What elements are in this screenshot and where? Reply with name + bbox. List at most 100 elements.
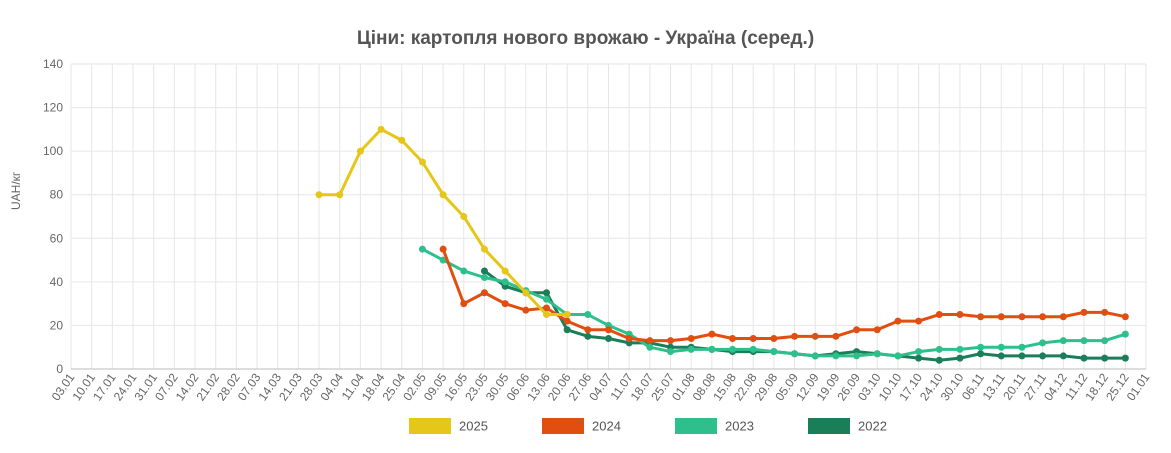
data-point-2024	[667, 337, 675, 345]
data-point-2025	[542, 311, 550, 319]
y-tick-label: 20	[50, 318, 64, 332]
data-point-2023	[811, 352, 819, 360]
data-point-2022	[997, 352, 1005, 360]
data-point-2023	[1018, 343, 1026, 351]
data-point-2023	[729, 345, 737, 353]
data-point-2023	[997, 343, 1005, 351]
data-point-2024	[729, 335, 737, 342]
data-point-2022	[1121, 354, 1129, 362]
data-point-2024	[542, 304, 550, 312]
data-point-2024	[460, 300, 468, 308]
data-point-2023	[935, 345, 943, 353]
data-point-2024	[770, 335, 778, 342]
data-point-2023	[1121, 330, 1129, 338]
data-point-2025	[336, 191, 344, 199]
data-point-2024	[439, 245, 447, 253]
chart-title: Ціни: картопля нового врожаю - Україна (…	[356, 28, 815, 49]
data-point-2024	[935, 311, 943, 319]
x-tick-label: 01.01	[1124, 370, 1153, 403]
data-point-2023	[584, 311, 592, 319]
y-tick-label: 120	[43, 101, 63, 115]
data-point-2023	[542, 295, 550, 303]
data-point-2023	[1039, 339, 1047, 347]
y-tick-label: 140	[43, 57, 63, 71]
data-point-2023	[915, 348, 923, 356]
data-point-2023	[894, 352, 902, 360]
data-point-2023	[873, 350, 881, 358]
data-point-2023	[418, 245, 426, 253]
data-point-2023	[501, 278, 509, 286]
data-point-2024	[832, 332, 840, 340]
data-point-2025	[398, 136, 406, 144]
data-point-2023	[749, 345, 757, 353]
legend-swatch-2024	[542, 418, 584, 434]
data-point-2023	[687, 345, 695, 353]
x-tick-label: 04.04	[318, 370, 347, 403]
data-point-2024	[1039, 313, 1047, 321]
data-point-2024	[873, 326, 881, 334]
data-point-2022	[977, 350, 985, 358]
data-point-2022	[935, 356, 943, 364]
data-point-2023	[646, 343, 654, 351]
data-point-2024	[480, 289, 488, 297]
data-point-2022	[1101, 354, 1109, 362]
data-point-2024	[605, 326, 612, 334]
data-point-2023	[977, 343, 985, 351]
data-point-2024	[687, 335, 695, 342]
data-point-2022	[1059, 352, 1067, 360]
data-point-2025	[460, 213, 468, 220]
data-point-2025	[377, 125, 385, 133]
data-point-2024	[501, 300, 509, 308]
x-tick-label: 04.07	[586, 370, 615, 403]
y-tick-label: 80	[50, 188, 64, 202]
legend-label-2023: 2023	[725, 419, 754, 434]
data-point-2024	[894, 317, 902, 325]
data-point-2025	[315, 191, 323, 199]
data-point-2025	[522, 289, 530, 297]
data-point-2024	[563, 317, 571, 325]
y-tick-label: 100	[43, 144, 63, 158]
data-point-2024	[1080, 308, 1088, 316]
y-tick-label: 60	[50, 231, 64, 245]
data-point-2025	[563, 311, 571, 319]
data-point-2023	[667, 348, 675, 356]
data-point-2023	[1080, 337, 1088, 345]
data-point-2024	[1121, 313, 1129, 321]
data-point-2023	[460, 267, 468, 275]
data-point-2024	[522, 306, 530, 314]
data-point-2024	[811, 332, 819, 340]
data-point-2023	[770, 348, 778, 356]
y-tick-label: 40	[50, 275, 64, 289]
data-point-2024	[915, 317, 923, 325]
data-point-2022	[563, 326, 571, 334]
data-point-2025	[501, 267, 509, 275]
data-point-2024	[997, 313, 1005, 321]
data-point-2024	[584, 326, 592, 334]
data-point-2022	[1018, 352, 1026, 360]
data-point-2024	[791, 332, 799, 340]
legend-label-2024: 2024	[592, 419, 621, 434]
x-tick-label: 30.10	[938, 370, 967, 403]
data-point-2022	[915, 354, 923, 362]
data-point-2022	[1039, 352, 1047, 360]
data-point-2023	[439, 256, 447, 264]
data-point-2023	[480, 274, 488, 281]
x-tick-label: 04.12	[1041, 370, 1070, 403]
data-point-2025	[439, 191, 447, 199]
legend-label-2022: 2022	[858, 419, 887, 434]
data-point-2024	[853, 326, 861, 334]
data-point-2022	[956, 354, 964, 362]
legend-label-2025: 2025	[459, 419, 488, 434]
data-point-2023	[956, 345, 964, 353]
data-point-2025	[356, 147, 364, 155]
data-point-2024	[1059, 313, 1067, 321]
data-point-2023	[853, 352, 861, 360]
data-point-2024	[749, 335, 757, 342]
legend-swatch-2023	[675, 418, 717, 434]
data-point-2024	[1101, 308, 1109, 316]
legend-swatch-2025	[409, 418, 451, 434]
data-point-2024	[977, 313, 985, 321]
data-point-2024	[1018, 313, 1026, 321]
